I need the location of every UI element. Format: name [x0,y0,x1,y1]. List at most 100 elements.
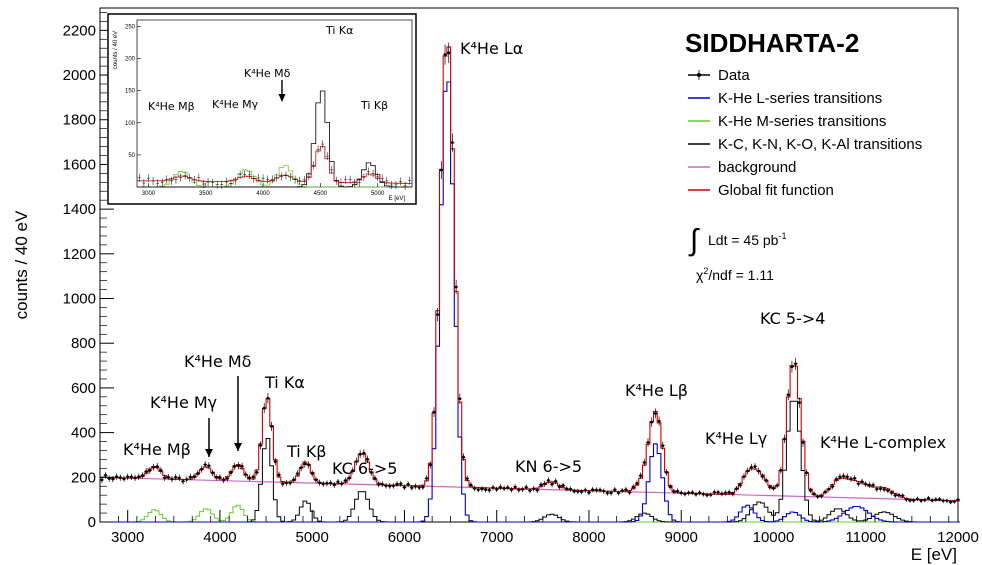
data-point [871,483,875,487]
data-point [104,473,107,477]
data-point [912,499,916,502]
data-point [476,488,480,492]
x-tick-label: 6000 [388,529,421,546]
inset-peak-label: K⁴He Mδ [244,67,291,80]
y-tick-label: 2200 [63,22,96,39]
data-point [720,492,724,496]
data-point [284,481,288,485]
data-point [860,480,864,484]
data-point [930,498,934,502]
x-tick-label: 9000 [665,529,698,546]
data-point [842,474,845,478]
y-tick-label: 1400 [63,201,96,218]
data-point [550,482,554,486]
data-point [292,478,296,482]
data-point [609,491,613,495]
x-tick-label: 4000 [203,529,236,546]
peak-label: K⁴He Mβ [123,440,191,459]
data-point [561,484,565,487]
peak-label: Ti Kβ [286,442,327,461]
data-point [890,491,893,495]
data-point [808,488,812,492]
data-point [299,466,303,470]
data-point [639,474,643,478]
data-point [480,487,484,491]
data-point [344,479,347,482]
data-point [613,488,617,492]
data-point [248,476,251,480]
data-point [528,489,532,493]
data-point [159,469,163,472]
inset-x-tick-label: 5000 [371,191,385,197]
inset-peak-label: Ti Kα [325,24,353,37]
peak-label: KN 6->5 [515,457,582,476]
data-point [126,475,130,479]
peak-label: K⁴He Mγ [150,393,217,412]
data-point [727,490,731,494]
data-point [676,489,679,493]
data-point [495,487,499,491]
data-point [447,51,451,55]
data-point [956,498,960,502]
data-point [779,468,783,472]
inset-y-tick-label: 200 [125,57,136,63]
data-point [569,487,572,491]
l-series-curve [100,81,960,523]
data-point [296,472,299,476]
data-point [196,471,200,475]
data-point [513,485,517,489]
data-point [473,486,476,490]
legend: Data K-He L-series transitions K-He M-seri… [688,67,922,199]
data-point [580,490,583,494]
data-point [137,475,141,479]
data-point [270,425,273,428]
data-point [945,499,949,503]
data-point [598,488,602,492]
inset-x-tick-label: 4500 [314,191,328,197]
data-point [624,488,628,492]
data-point [797,401,801,405]
data-point [111,477,115,481]
data-point [583,488,587,492]
data-point [864,482,868,486]
data-point [849,477,853,481]
data-point [388,484,392,488]
data-point [927,496,930,500]
data-point [790,365,794,369]
svg-text:Ldt = 45 pb-1: Ldt = 45 pb-1 [708,231,786,248]
data-point [314,478,318,482]
data-point [812,492,816,496]
data-point [443,53,447,56]
data-point [432,410,436,414]
legend-entry: background [718,159,796,176]
x-tick-label: 3000 [111,529,144,546]
data-point [288,481,292,485]
data-point [879,487,882,491]
data-point [724,491,727,495]
data-point [417,486,421,489]
data-point [122,477,126,481]
data-point [107,477,111,481]
data-point [189,475,192,479]
data-point [307,463,310,467]
inset-peak-label: K⁴He Mβ [148,100,195,113]
peak-label: K⁴He Lα [460,39,523,58]
data-point [801,441,805,444]
data-point [672,490,676,493]
data-point [240,464,244,468]
data-point [358,452,362,456]
data-point [100,478,104,482]
data-point [310,472,314,475]
data-point [628,491,631,494]
data-point [152,465,155,469]
data-point [882,488,886,491]
data-point [192,475,196,478]
data-point [653,412,657,415]
data-point [845,475,849,479]
data-point [355,460,358,463]
data-point [661,444,665,448]
data-point [941,499,945,503]
data-point [425,476,428,480]
data-point [148,469,152,472]
peak-label: KC 5->4 [760,309,825,328]
